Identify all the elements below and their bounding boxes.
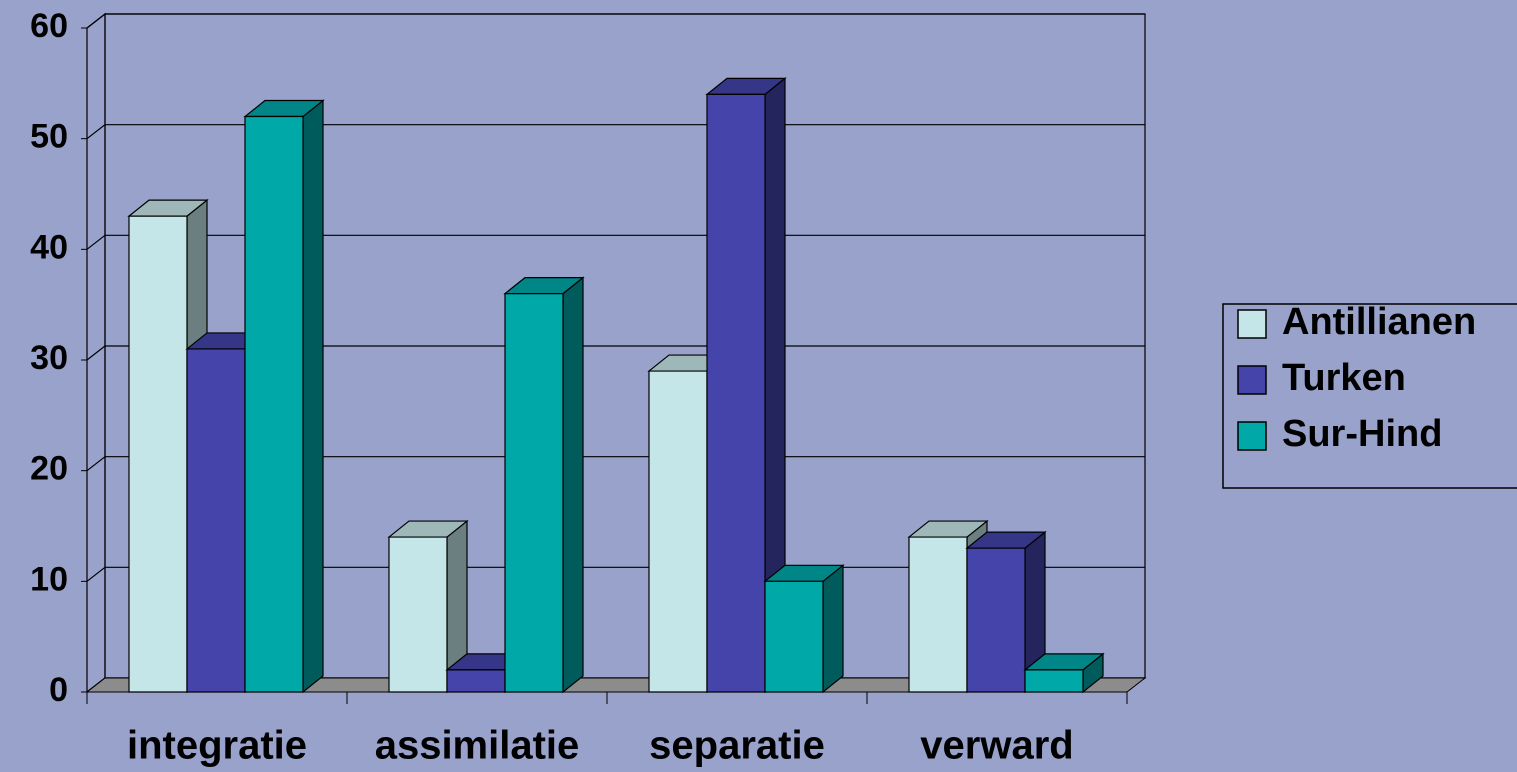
bar xyxy=(243,99,325,694)
bar-front xyxy=(1024,669,1084,693)
legend-label: Turken xyxy=(1282,357,1406,399)
bar-side xyxy=(302,99,324,694)
legend-label: Antillianen xyxy=(1282,301,1476,343)
bar-front xyxy=(966,547,1026,693)
y-tick-label: 30 xyxy=(30,339,68,377)
bar-front xyxy=(908,536,968,693)
x-tick-label: integratie xyxy=(127,724,307,768)
legend-swatch xyxy=(1237,309,1267,339)
bar-side xyxy=(562,276,584,694)
bar-front xyxy=(128,215,188,693)
x-tick-label: verward xyxy=(920,724,1073,768)
grid-line xyxy=(86,124,1145,140)
y-tick-label: 60 xyxy=(30,7,68,45)
legend-swatch xyxy=(1237,365,1267,395)
bar-side xyxy=(822,564,844,694)
y-tick-label: 0 xyxy=(49,671,68,709)
bar-front xyxy=(504,293,564,693)
y-tick-label: 10 xyxy=(30,560,68,598)
legend-box xyxy=(1222,303,1517,489)
bar xyxy=(763,564,845,694)
bar xyxy=(965,530,1047,694)
y-tick-label: 40 xyxy=(30,228,68,266)
x-tick-label: separatie xyxy=(649,724,825,768)
bar xyxy=(1023,652,1105,694)
y-tick-label: 50 xyxy=(30,118,68,156)
y-tick-label: 20 xyxy=(30,450,68,488)
x-tick-label: assimilatie xyxy=(375,724,580,768)
bar-front xyxy=(648,370,708,693)
bar-front xyxy=(706,93,766,693)
grid-line xyxy=(86,456,1145,472)
bar xyxy=(387,519,469,694)
bar-front xyxy=(388,536,448,693)
grid-line xyxy=(86,13,1145,29)
legend-swatch xyxy=(1237,421,1267,451)
legend-label: Sur-Hind xyxy=(1282,413,1442,455)
bar-front xyxy=(244,115,304,693)
bar-front xyxy=(186,348,246,693)
bar-front xyxy=(764,580,824,693)
grid-line xyxy=(86,345,1145,361)
bar-front xyxy=(446,669,506,693)
bar xyxy=(503,276,585,694)
grid-line xyxy=(86,234,1145,250)
